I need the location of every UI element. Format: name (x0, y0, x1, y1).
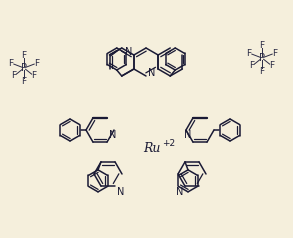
Text: N: N (148, 68, 155, 78)
Text: +2: +2 (162, 139, 175, 148)
Text: P: P (259, 53, 265, 63)
Text: N: N (125, 47, 132, 57)
Text: F: F (272, 49, 277, 58)
Text: N: N (109, 130, 116, 140)
Text: Ru: Ru (143, 142, 161, 154)
Text: F: F (246, 49, 252, 58)
Text: F: F (21, 50, 27, 60)
Text: F: F (270, 61, 275, 70)
Text: N: N (184, 130, 191, 140)
Text: F: F (259, 66, 265, 75)
Text: F: F (8, 59, 13, 68)
Text: N: N (117, 187, 124, 197)
Text: F: F (11, 71, 17, 80)
Text: F: F (35, 59, 40, 68)
Text: P: P (21, 63, 27, 73)
Text: N: N (176, 187, 183, 197)
Text: F: F (21, 76, 27, 85)
Text: F: F (249, 61, 255, 70)
Text: F: F (259, 40, 265, 50)
Text: F: F (31, 71, 37, 80)
